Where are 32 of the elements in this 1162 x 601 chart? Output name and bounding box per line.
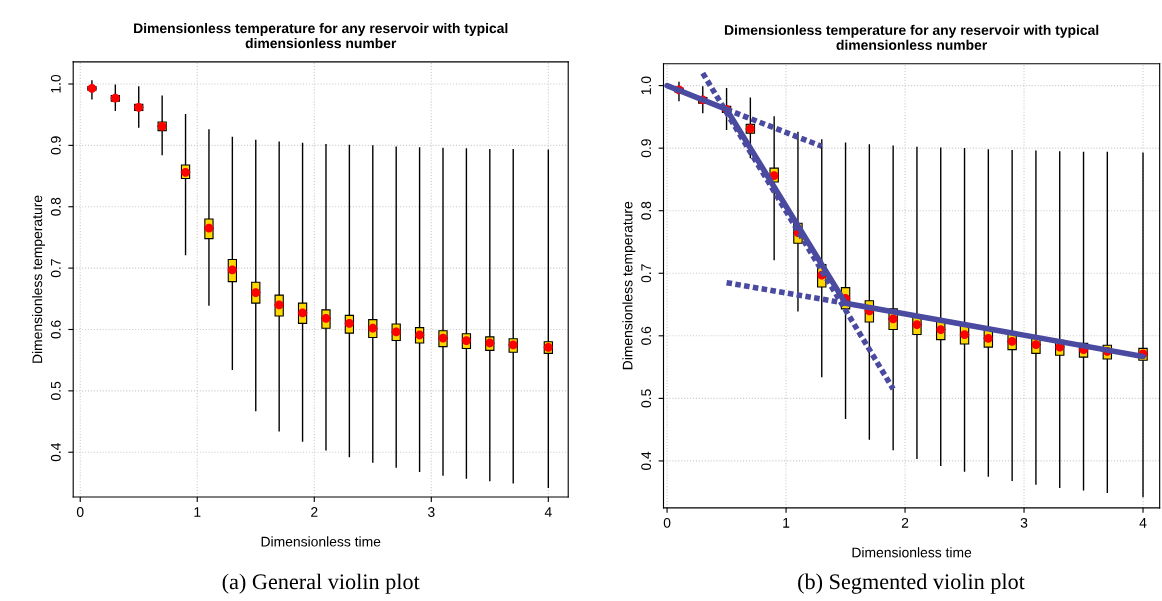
text: (b) Segmented violin plot (798, 573, 1025, 594)
y-tick-label: 0.9 (50, 136, 61, 155)
y-tick-label: 0.4 (50, 442, 61, 462)
x-tick-label: 4 (544, 507, 552, 517)
y-tick-label: 0.4 (641, 451, 652, 471)
chart-title: Dimensionless temperature for any reservoir with typical dimensionless number (134, 22, 508, 49)
y-tick-label: 0.6 (50, 320, 61, 339)
y-axis-title: Dimensionless temperature (622, 201, 636, 370)
y-tick-label: 0.9 (641, 139, 652, 158)
y-tick-label: 1.0 (50, 74, 61, 93)
x-tick-label: 1 (783, 518, 790, 528)
x-tick-label: 3 (1020, 517, 1028, 528)
y-tick-label: 0.7 (50, 259, 61, 278)
x-tick-label: 2 (311, 507, 318, 517)
y-tick-label: 1.0 (641, 76, 652, 95)
text: (a) General violin plot (222, 573, 420, 594)
y-tick-label: 0.8 (50, 197, 61, 216)
y-tick-label: 0.5 (641, 389, 652, 408)
x-tick-label: 2 (901, 517, 909, 528)
y-tick-label: 0.8 (641, 201, 652, 220)
y-tick-label: 0.5 (50, 381, 61, 400)
x-axis-title: Dimensionless time (261, 536, 381, 547)
chart-title: Dimensionless temperature for any reservoir with typical dimensionless number (724, 24, 1099, 50)
x-tick-label: 0 (76, 507, 84, 517)
x-tick-label: 1 (194, 507, 201, 517)
x-tick-label: 4 (1139, 518, 1147, 528)
y-tick-label: 0.6 (641, 326, 652, 345)
x-tick-label: 0 (663, 517, 671, 528)
x-axis-title: Dimensionless time (852, 547, 972, 558)
y-axis-title: Dimensionless temperature (32, 195, 45, 363)
y-tick-label: 0.7 (641, 264, 652, 283)
x-tick-label: 3 (427, 507, 435, 517)
